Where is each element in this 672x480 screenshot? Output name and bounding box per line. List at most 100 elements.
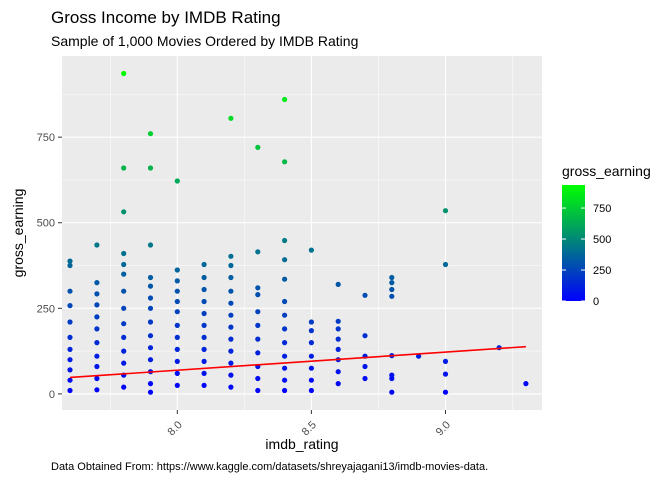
- data-point: [174, 288, 180, 294]
- data-point: [362, 363, 368, 370]
- data-point: [308, 328, 314, 334]
- data-point: [228, 300, 234, 306]
- data-point: [362, 292, 368, 298]
- minor-gridlines: [62, 56, 542, 410]
- trend-line: [69, 345, 526, 379]
- data-point: [308, 319, 314, 325]
- data-point: [201, 382, 207, 388]
- x-axis-ticks: 8.0 8.5 9.0: [166, 410, 453, 438]
- data-point: [335, 346, 341, 352]
- data-point: [255, 144, 261, 150]
- data-point: [147, 305, 154, 311]
- data-point: [94, 363, 100, 370]
- data-point: [282, 276, 288, 282]
- data-point: [201, 286, 207, 293]
- legend-title: gross_earning: [562, 163, 651, 179]
- y-tick-label: 500: [37, 218, 55, 230]
- data-point: [174, 334, 180, 340]
- data-point: [201, 322, 207, 328]
- data-point: [94, 340, 100, 346]
- data-point: [147, 295, 154, 301]
- data-point: [174, 178, 180, 184]
- legend-tick-label: 750: [593, 203, 611, 215]
- data-point: [147, 283, 154, 289]
- data-point: [228, 288, 234, 294]
- data-point: [67, 303, 73, 309]
- data-point: [67, 288, 73, 294]
- data-point: [308, 387, 314, 394]
- data-point: [282, 387, 288, 394]
- y-tick-label: 250: [37, 303, 55, 315]
- data-point: [228, 324, 234, 330]
- data-point: [94, 302, 100, 308]
- data-point: [523, 381, 529, 387]
- data-point: [442, 358, 449, 364]
- data-point: [255, 249, 261, 255]
- legend-tick-label: 250: [593, 265, 611, 277]
- data-point: [442, 208, 449, 214]
- data-point: [67, 262, 73, 269]
- data-point: [67, 387, 73, 394]
- y-axis-ticks: 0 250 500 750: [37, 132, 62, 401]
- data-point: [147, 345, 154, 351]
- legend-tick-label: 500: [593, 234, 611, 246]
- data-point: [442, 371, 449, 377]
- trend-line-group: [69, 345, 526, 379]
- data-point: [308, 377, 314, 383]
- data-point: [201, 298, 207, 305]
- data-point: [255, 309, 261, 315]
- data-point: [201, 346, 207, 352]
- chart-subtitle: Sample of 1,000 Movies Ordered by IMDB R…: [51, 33, 358, 49]
- data-point: [67, 334, 73, 340]
- data-point: [228, 360, 234, 366]
- data-point: [201, 274, 207, 281]
- plot-panel: [62, 56, 542, 410]
- data-point: [335, 336, 341, 342]
- data-point: [174, 370, 180, 376]
- data-point: [201, 334, 207, 340]
- data-point: [228, 336, 234, 342]
- y-axis-title: gross_earning: [10, 189, 26, 278]
- data-point: [147, 333, 154, 339]
- data-point: [94, 242, 100, 248]
- data-point: [121, 384, 127, 390]
- data-point: [67, 377, 73, 383]
- data-point: [282, 340, 288, 346]
- data-point: [282, 312, 288, 318]
- data-point: [94, 326, 100, 332]
- data-point: [174, 346, 180, 352]
- data-point: [121, 70, 127, 77]
- data-point: [121, 321, 127, 327]
- data-point: [389, 375, 395, 382]
- data-point: [174, 267, 180, 273]
- data-point: [147, 274, 154, 281]
- x-tick-label: 9.0: [434, 419, 453, 438]
- y-tick-label: 0: [49, 389, 55, 401]
- data-point: [174, 322, 180, 328]
- data-point: [201, 310, 207, 317]
- data-point: [174, 278, 180, 284]
- data-point: [67, 258, 73, 264]
- data-point: [147, 242, 154, 248]
- data-point: [362, 375, 368, 382]
- data-point: [121, 360, 127, 366]
- data-point: [201, 261, 207, 268]
- data-point: [442, 261, 449, 268]
- data-point: [94, 387, 100, 393]
- chart-title: Gross Income by IMDB Rating: [51, 8, 281, 27]
- data-point: [67, 319, 73, 325]
- data-point: [255, 285, 261, 291]
- data-point: [335, 369, 341, 375]
- data-point: [94, 314, 100, 320]
- data-point: [255, 292, 261, 298]
- data-point: [121, 348, 127, 354]
- data-point: [121, 165, 127, 171]
- data-point: [282, 159, 288, 165]
- data-point: [94, 280, 100, 286]
- data-point: [389, 293, 395, 299]
- data-point: [94, 353, 100, 359]
- data-point: [255, 322, 261, 328]
- data-point: [228, 274, 234, 281]
- data-point: [308, 365, 314, 371]
